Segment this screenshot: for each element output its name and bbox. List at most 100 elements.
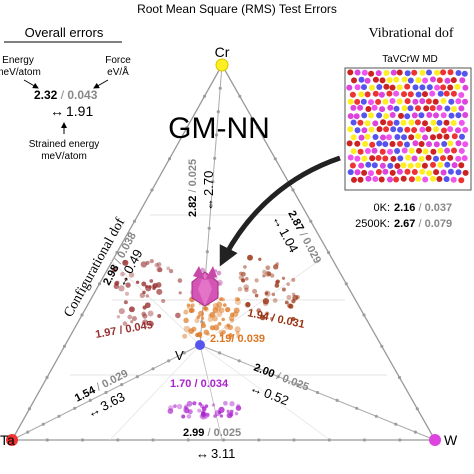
center-point [182,333,188,339]
md-atom [419,84,426,91]
md-atom [458,177,465,184]
cr-label: Cr [215,44,230,60]
ta-cr-v-point [122,321,128,326]
overall-energy-error: 2.32 / 0.043 [34,88,98,102]
cr-v-w-point [264,311,270,317]
center-point [226,323,231,328]
md-atom [415,77,422,84]
ta-cr-v-point [123,260,127,264]
center-point [196,315,201,319]
cr-v-w-point [245,277,249,281]
md-atom [408,147,415,154]
md-atom [419,69,426,76]
md-atom [422,176,429,183]
md-atom [401,134,407,141]
edge-point [151,438,155,442]
md-atom [429,105,436,112]
md-atom [448,112,455,119]
ta-v-w-point [200,404,205,409]
vibrational-header: Vibrational dof [368,26,453,41]
md-atom [411,169,418,175]
ta-cr-v-point [149,279,154,283]
cr-vertex-dot [215,58,229,72]
md-atom [430,161,436,168]
md-atom [451,106,457,112]
ta-cr-v-point [125,282,131,288]
center-point [235,299,241,306]
md-atom [426,141,432,148]
md-atom [437,161,444,168]
md-atom [415,105,421,112]
md-atom [404,113,411,120]
ta-v-edge-errors: 1.54 / 0.029 ↔3.63 [73,368,130,421]
md-atom [422,77,429,84]
edge-point [213,156,217,160]
md-atom [354,169,361,176]
md-atom [447,84,454,91]
cr-v-w-point [284,300,289,305]
ta-v-w-point [199,413,205,419]
energy-unit: meV/atom [0,67,41,78]
region-cr-v-w-errors: 1.94 / 0.031 [246,307,305,331]
md-atom [396,98,403,105]
md-atom [441,141,448,147]
md-atom [379,148,386,155]
edge-point [88,398,92,402]
md-atom [396,168,403,175]
edge-point [167,359,171,363]
edge-point [218,351,222,355]
md-atom [447,154,454,161]
md-atom [390,69,397,76]
ta-v-w-point [183,406,190,414]
md-atom [346,140,353,147]
center-point [232,311,239,318]
md-atom [365,106,372,112]
md-atom [360,98,367,105]
ta-vertex-dot [6,434,18,446]
w-label: W [444,432,458,448]
md-atom [382,98,389,105]
center-point [197,331,203,338]
ta-cr-v-point [145,294,150,298]
md-atom [369,141,376,148]
md-atom [462,112,469,118]
md-atom [393,119,400,126]
edge-point [132,219,137,223]
md-atom [379,77,386,84]
md-atom [426,84,433,91]
center-point [235,331,240,335]
md-atom [368,99,374,106]
ta-cr-v-point [142,290,146,295]
md-atom [364,91,371,98]
cr-v-w-point [247,254,253,261]
center-point [219,297,224,302]
md-atom [443,119,450,126]
center-point [189,307,195,313]
center-point [224,324,230,330]
md-atom [437,90,444,97]
md-atom [375,98,382,105]
center-point [203,306,208,311]
md-atom [430,76,436,83]
ta-v-w-point [197,408,202,413]
md-atom [389,98,396,104]
edge-point [237,359,241,363]
md-atom [458,162,465,169]
cr-v-w-point [281,287,286,292]
md-atom [418,155,425,162]
ta-v-w-point [186,414,192,419]
md-atom [401,147,408,154]
md-atom [347,113,354,120]
md-atom [432,98,439,105]
strained-energy-label: Strained energy [29,139,100,150]
md-atom [422,148,429,155]
ta-cr-v-point [127,314,133,320]
ta-v-w-point [168,405,174,411]
region-ta-v-w-errors: 1.70 / 0.034 [170,378,229,390]
center-point [222,303,227,307]
md-atom [458,119,465,126]
md-atom [451,133,458,140]
md-atom [376,84,383,90]
md-atom [444,105,451,112]
v-label: V [175,348,184,363]
